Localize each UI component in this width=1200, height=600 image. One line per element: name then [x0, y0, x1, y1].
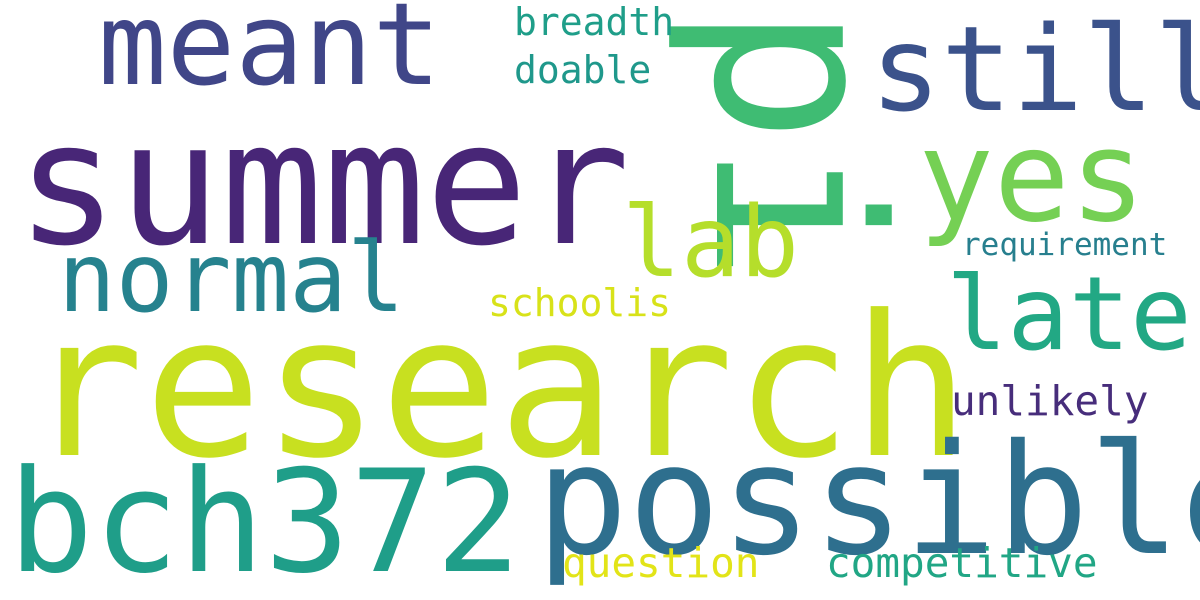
word-research: research: [26, 274, 971, 502]
word-schoolis: schoolis: [488, 281, 672, 325]
word-breadth: breadth: [514, 0, 675, 44]
word-late: late: [946, 255, 1192, 374]
word-lab: lab: [622, 186, 800, 300]
word-competitive: competitive: [826, 539, 1098, 587]
word-yes: yes: [918, 103, 1146, 250]
word-meant: meant: [98, 0, 442, 111]
word-normal: normal: [58, 222, 405, 334]
word-requirement: requirement: [962, 227, 1168, 263]
word-pi: pi: [662, 5, 929, 282]
word-bch372: bch372: [8, 440, 521, 600]
word-summer: summer: [16, 86, 631, 284]
word-question: question: [562, 539, 760, 587]
word-doable: doable: [514, 48, 652, 92]
word-possible: possible: [536, 412, 1200, 590]
word-unlikely: unlikely: [951, 377, 1149, 425]
word-still: still: [870, 0, 1200, 138]
